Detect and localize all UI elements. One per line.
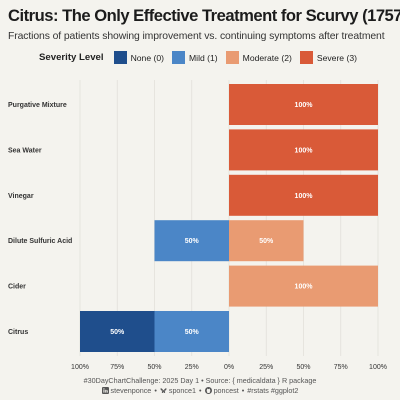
caption-credits: stevenponce • sponce1 • poncest • #rstat…	[0, 386, 400, 395]
category-label: Sea Water	[8, 147, 42, 154]
category-label: Cider	[8, 284, 26, 291]
legend-item-none: None (0)	[113, 51, 164, 64]
x-tick-label: 100%	[71, 364, 89, 371]
category-label: Vinegar	[8, 193, 34, 200]
linkedin-handle-text: stevenponce	[110, 386, 152, 395]
hashtags: #rstats #ggplot2	[247, 386, 299, 395]
caption-source: #30DayChartChallenge: 2025 Day 1 • Sourc…	[83, 376, 317, 385]
data-label: 100%	[295, 102, 314, 109]
bar-none	[80, 311, 155, 352]
legend-label-severe: Severe (3)	[316, 52, 357, 63]
github-icon	[204, 387, 212, 394]
data-label: 100%	[295, 193, 314, 200]
x-tick-label: 25%	[259, 364, 273, 371]
bluesky-icon	[160, 388, 167, 393]
bluesky-handle: sponce1	[160, 386, 196, 395]
separator: •	[199, 386, 202, 395]
legend: Severity Level None (0) Mild (1) Moderat…	[0, 51, 400, 64]
legend-swatch-mild	[172, 51, 185, 64]
legend-item-mild: Mild (1)	[172, 51, 218, 64]
legend-swatch-moderate	[225, 51, 239, 64]
chart-title: Citrus: The Only Effective Treatment for…	[8, 6, 400, 25]
legend-label-moderate: Moderate (2)	[242, 52, 292, 63]
legend-title: Severity Level	[39, 52, 104, 63]
separator: •	[154, 386, 157, 395]
linkedin-icon	[101, 387, 109, 394]
bar-mild	[154, 311, 229, 352]
github-handle-text: poncest	[213, 386, 239, 395]
legend-item-moderate: Moderate (2)	[225, 51, 292, 64]
legend-label-mild: Mild (1)	[189, 52, 218, 63]
data-label: 50%	[185, 329, 200, 336]
bar-moderate	[229, 220, 304, 262]
category-label: Purgative Mixture	[8, 102, 67, 109]
data-label: 50%	[185, 238, 200, 245]
x-tick-label: 75%	[110, 364, 124, 371]
bar-severe	[229, 129, 378, 171]
bar-moderate	[229, 265, 378, 307]
bar-severe	[229, 174, 378, 216]
data-label: 100%	[295, 284, 314, 291]
category-label: Dilute Sulfuric Acid	[8, 238, 72, 245]
x-tick-label: 100%	[369, 364, 387, 371]
legend-swatch-none	[113, 51, 127, 64]
x-tick-label: 75%	[334, 364, 348, 371]
legend-item-severe: Severe (3)	[299, 51, 357, 64]
chart-subtitle: Fractions of patients showing improvemen…	[8, 31, 385, 42]
bar-mild	[154, 220, 229, 262]
data-label: 50%	[110, 329, 125, 336]
legend-swatch-severe	[299, 51, 313, 64]
x-tick-label: 0%	[224, 364, 234, 371]
bluesky-handle-text: sponce1	[168, 386, 197, 395]
x-tick-label: 25%	[185, 364, 199, 371]
x-tick-label: 50%	[147, 364, 161, 371]
x-tick-label: 50%	[296, 364, 310, 371]
github-handle: poncest	[204, 386, 239, 395]
data-label: 100%	[295, 147, 314, 154]
linkedin-handle: stevenponce	[101, 386, 152, 395]
legend-label-none: None (0)	[130, 52, 164, 63]
bar-severe	[229, 84, 378, 125]
separator: •	[241, 386, 245, 395]
category-label: Citrus	[8, 329, 28, 336]
data-label: 50%	[259, 238, 274, 245]
